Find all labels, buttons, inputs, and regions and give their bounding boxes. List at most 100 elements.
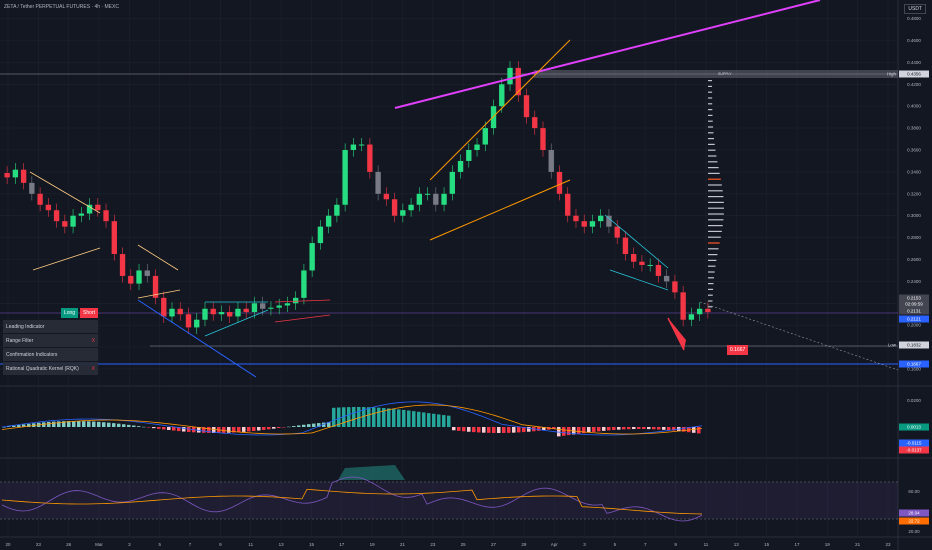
candle-body [416,193,423,205]
price-tag-bg [899,300,929,308]
y-tick-label: 0.2000 [907,323,921,328]
candle [606,209,612,234]
supply-label: SUPPLY [718,72,732,76]
price-tag-prefix: High [887,72,897,77]
x-tick-label: 21 [400,542,406,547]
volume-profile-bar [708,288,714,290]
candle-body [227,312,233,317]
histogram-bar [232,427,236,433]
currency-button[interactable]: USDT [904,4,926,14]
volume-profile-bar [708,149,716,151]
short-button[interactable]: Short [80,308,98,318]
long-button[interactable]: Long [60,308,79,318]
indicator-row-leading[interactable]: Leading Indicator [3,320,98,334]
trendline-cyan [204,309,269,337]
price-tag-text: 0.2121 [907,317,921,322]
candle-body [515,67,521,96]
histogram-bar [627,427,631,430]
histogram-bar [252,427,256,431]
candle-body [119,254,126,276]
histogram-bar [562,427,566,436]
trendline-wedge [32,247,101,271]
price-tag-bg [899,307,929,315]
candle-body [260,303,266,309]
candle-body [45,204,52,211]
volume-profile-bar [708,143,715,145]
histogram-bar [17,425,21,427]
price-tag: 02:09:59 [899,300,929,308]
price-tag-bg [899,360,929,368]
indicator-row-rqk[interactable]: Rational Quadratic Kernel (RQK) X [3,362,98,376]
volume-profile-bar [708,138,715,140]
price-tag-bg [899,517,929,525]
histogram-bar [152,427,156,429]
price-tag-bg [899,439,929,447]
candle-body [169,308,175,317]
price-tag: 0.2121 [899,315,929,323]
histogram-bar [322,422,326,427]
candle [350,137,357,157]
x-tick-label: 25 [461,542,467,547]
histogram-bar [527,427,531,432]
histogram-bar [122,424,126,427]
candle-body [268,307,274,309]
price-tag-prefix: Low [888,343,897,348]
rsi-line [1,476,703,522]
candle [119,247,126,283]
y-tick-label: 0.2400 [907,279,921,284]
trendline-wedge [137,244,179,271]
candle [334,198,340,223]
histogram-bar [247,427,251,432]
price-tag-text: 02:09:59 [905,302,923,307]
histogram-bar [107,422,111,427]
volume-profile-bar [708,277,715,279]
candle [655,258,662,283]
candle [218,305,225,321]
histogram-bar [97,421,101,427]
histogram-bar [242,427,246,432]
x-tick-label: Mar [95,542,103,547]
candle [556,165,563,201]
volume-profile-bar [708,207,724,209]
candle-body [325,215,332,227]
histogram-bar [342,407,346,427]
candle [391,192,398,223]
histogram-bar [362,407,366,427]
volume-profile-bar [708,242,720,244]
y-tick-label: 0.4600 [907,38,921,43]
volume-profile-bar [708,132,714,134]
y-tick-label: 0.4800 [907,16,921,21]
trendline-cyan [609,269,669,291]
indicator-row-confirmation[interactable]: Confirmation Indicators [3,348,98,362]
candle-body [466,150,472,161]
x-tick-label: 13 [279,542,285,547]
histogram-bar [642,427,646,430]
histogram-bar [472,427,476,433]
y-tick-label: 0.2600 [907,257,921,262]
volume-profile-bar [708,236,721,238]
candle [688,307,695,327]
candle [614,220,620,245]
candle [449,165,455,201]
x-tick-label: 20 [5,542,11,547]
histogram-bar [57,421,61,427]
indicator-row-range-filter[interactable]: Range Filter X [3,334,98,348]
price-axis[interactable]: 0.4800 0.4600 0.4400 0.4200 0.4000 0.3800 0.36… [887,16,929,534]
candle-body [573,215,579,222]
time-axis[interactable]: 20 23 26 Mar 3 5 7 9 11 13 15 17 19 21 23 25 27 29 Apr 3 5 7 9… [5,542,891,547]
candle-body [655,264,662,276]
price-tag-bg [899,509,929,517]
candle [589,214,596,234]
histogram-bar [417,411,421,427]
candle [235,302,241,324]
volume-profile-bar [708,196,724,198]
volume-profile-bar [708,306,713,308]
histogram-bar [492,427,496,433]
x-tick-label: 15 [309,542,315,547]
volume-profile-bar [708,114,713,116]
candle-body [301,270,307,298]
candle-body [647,264,653,266]
candle [62,214,68,234]
